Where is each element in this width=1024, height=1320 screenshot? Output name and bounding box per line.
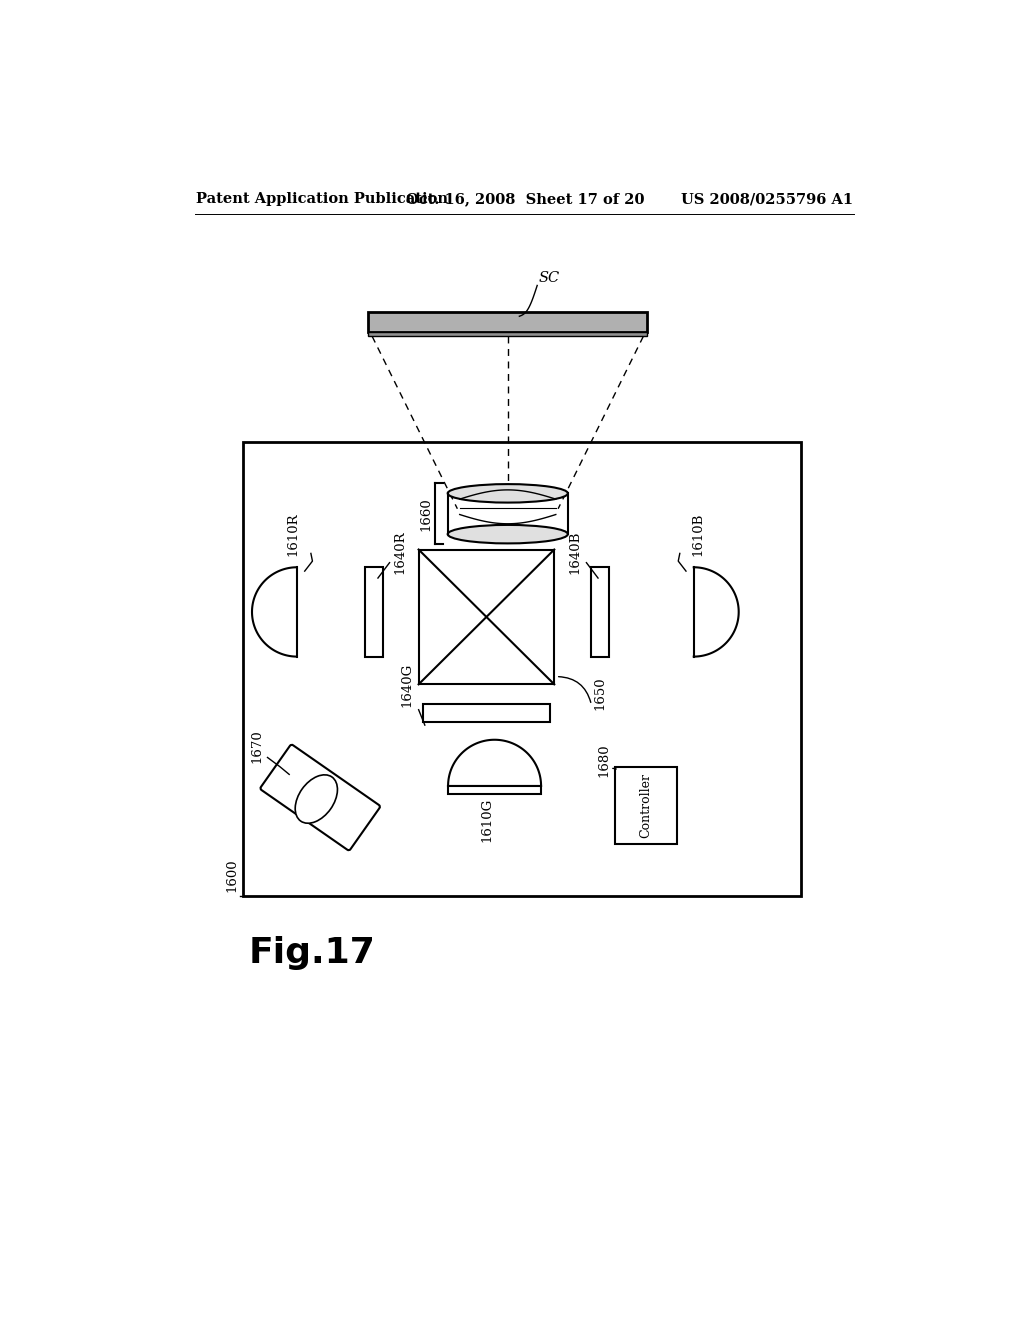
Text: 1680: 1680 — [597, 743, 610, 777]
Ellipse shape — [447, 525, 568, 544]
Text: 1640B: 1640B — [568, 531, 581, 574]
Text: 1610B: 1610B — [691, 512, 705, 556]
Ellipse shape — [295, 775, 338, 824]
Bar — [369, 331, 647, 337]
Text: 1610R: 1610R — [287, 512, 300, 556]
Text: Oct. 16, 2008  Sheet 17 of 20: Oct. 16, 2008 Sheet 17 of 20 — [406, 193, 644, 206]
Bar — [366, 566, 383, 657]
Bar — [592, 566, 609, 657]
Text: 1640G: 1640G — [400, 663, 414, 708]
Text: US 2008/0255796 A1: US 2008/0255796 A1 — [681, 193, 853, 206]
Text: 1660: 1660 — [419, 496, 432, 531]
Bar — [243, 442, 801, 896]
Text: 1640R: 1640R — [393, 531, 407, 574]
Text: Fig.17: Fig.17 — [248, 936, 375, 970]
Text: SC: SC — [539, 271, 560, 285]
Bar — [369, 313, 647, 331]
Text: Patent Application Publication: Patent Application Publication — [197, 193, 449, 206]
Bar — [614, 767, 677, 843]
Bar — [419, 549, 554, 684]
Text: 1670: 1670 — [251, 729, 263, 763]
FancyBboxPatch shape — [260, 744, 380, 850]
Text: 1610G: 1610G — [480, 797, 494, 842]
Bar — [423, 704, 550, 722]
Ellipse shape — [447, 484, 568, 503]
Text: 1650: 1650 — [593, 677, 606, 710]
Text: 1600: 1600 — [226, 858, 239, 892]
Bar — [449, 785, 541, 793]
Text: Controller: Controller — [639, 772, 652, 838]
